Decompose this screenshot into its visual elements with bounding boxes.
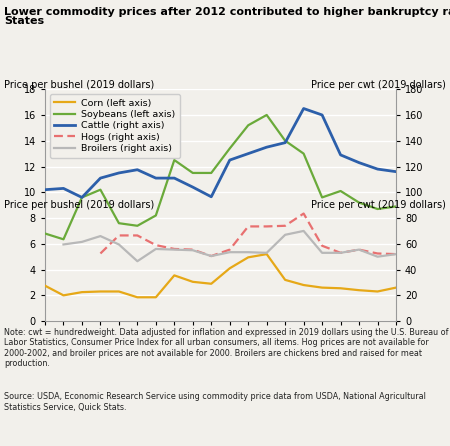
Text: Price per cwt (2019 dollars): Price per cwt (2019 dollars) (310, 80, 446, 90)
Text: Lower commodity prices after 2012 contributed to higher bankruptcy rates in some: Lower commodity prices after 2012 contri… (4, 7, 450, 17)
Text: Price per cwt (2019 dollars): Price per cwt (2019 dollars) (310, 200, 446, 210)
Text: Price per bushel (2019 dollars): Price per bushel (2019 dollars) (4, 200, 155, 210)
Text: Note: cwt = hundredweight. Data adjusted for inflation and expressed in 2019 dol: Note: cwt = hundredweight. Data adjusted… (4, 328, 449, 368)
Text: States: States (4, 16, 45, 25)
Text: Source: USDA, Economic Research Service using commodity price data from USDA, Na: Source: USDA, Economic Research Service … (4, 392, 427, 412)
Text: Price per bushel (2019 dollars): Price per bushel (2019 dollars) (4, 80, 155, 90)
Legend: Corn (left axis), Soybeans (left axis), Cattle (right axis), Hogs (right axis), : Corn (left axis), Soybeans (left axis), … (50, 94, 180, 158)
